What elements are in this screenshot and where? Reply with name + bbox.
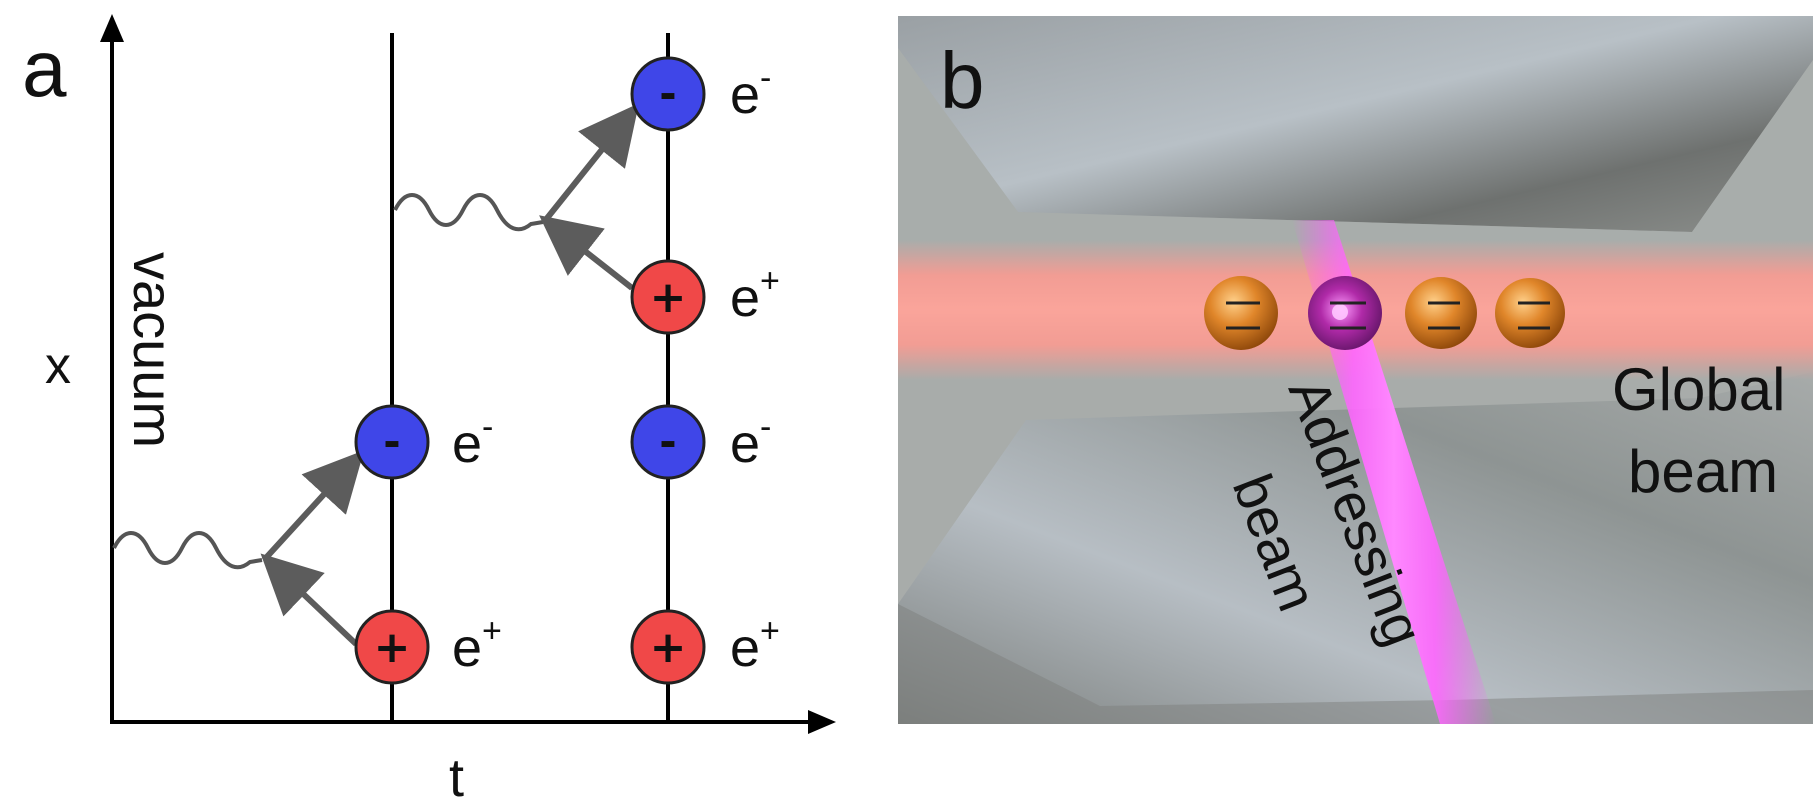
- vacuum-label: vacuum: [122, 252, 185, 448]
- photon-1: [112, 531, 263, 570]
- top-electrode: [898, 16, 1813, 232]
- panel-b-label: b: [940, 36, 985, 125]
- bottom-electrode-dark-edge: [898, 604, 1813, 724]
- positron-label-1: e+: [452, 612, 502, 678]
- y-axis-label: x: [45, 337, 71, 395]
- positron-label-3: e+: [730, 612, 780, 678]
- bottom-electrode: [898, 372, 1813, 724]
- electron-3: -: [630, 404, 706, 480]
- pair-arrow-electron-1: [261, 450, 365, 563]
- ion-addressed: [1308, 276, 1382, 350]
- positron-2: +: [630, 259, 706, 335]
- electron-1: -: [354, 404, 430, 480]
- positron-label-2: e+: [730, 262, 780, 328]
- ion-3: [1405, 277, 1477, 349]
- x-axis-arrowhead: [808, 710, 836, 734]
- panel-a: a x t vacuum - + -: [22, 14, 836, 804]
- y-axis-arrowhead: [100, 14, 124, 42]
- global-beam-label-line2: beam: [1628, 438, 1778, 505]
- electron-label-3: e-: [730, 408, 771, 474]
- positron-2-sign: +: [650, 272, 687, 323]
- ion-1: [1204, 276, 1278, 350]
- photon-2: [393, 193, 544, 232]
- panel-b: b Addressing beam Global beam: [898, 16, 1813, 724]
- x-axis-label: t: [449, 748, 464, 804]
- positron-3-sign: +: [650, 622, 687, 673]
- pair-arrow-positron-2: [539, 215, 634, 291]
- positron-1: +: [354, 609, 430, 685]
- pair-arrow-positron-1: [260, 553, 359, 647]
- global-beam-label-line1: Global: [1612, 356, 1785, 423]
- electron-label-2: e-: [730, 59, 771, 125]
- positron-1-sign: +: [374, 622, 411, 673]
- electron-3-sign: -: [659, 417, 676, 466]
- electron-label-1: e-: [452, 408, 493, 474]
- electron-2-sign: -: [659, 69, 676, 118]
- electron-2: -: [630, 56, 706, 132]
- ion-4: [1495, 278, 1565, 348]
- positron-3: +: [630, 609, 706, 685]
- panel-a-label: a: [22, 24, 67, 113]
- pair-arrow-electron-2: [541, 103, 639, 224]
- electron-1-sign: -: [383, 417, 400, 466]
